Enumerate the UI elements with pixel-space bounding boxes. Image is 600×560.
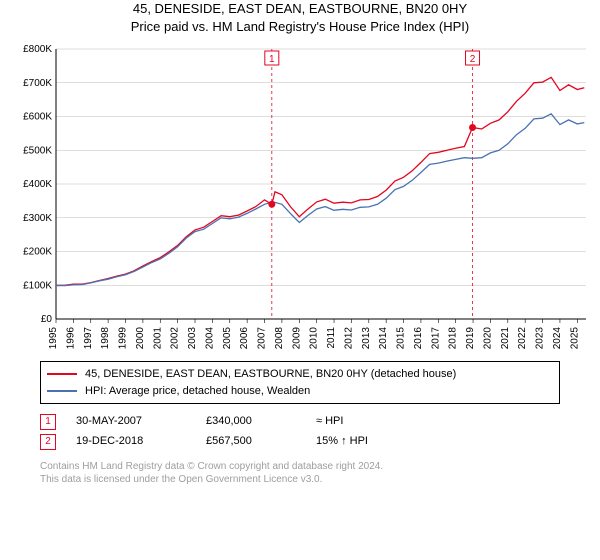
svg-text:£800K: £800K: [23, 44, 52, 55]
legend-label: HPI: Average price, detached house, Weal…: [85, 383, 310, 400]
svg-text:2009: 2009: [291, 327, 302, 350]
svg-text:2001: 2001: [152, 327, 163, 350]
svg-text:2004: 2004: [204, 327, 215, 350]
svg-text:1997: 1997: [83, 327, 94, 350]
svg-text:2013: 2013: [361, 327, 372, 350]
svg-text:2023: 2023: [535, 327, 546, 350]
legend: 45, DENESIDE, EAST DEAN, EASTBOURNE, BN2…: [40, 361, 560, 404]
sale-row: 2 19-DEC-2018 £567,500 15% ↑ HPI: [40, 432, 560, 452]
legend-swatch: [47, 390, 77, 392]
sale-price: £340,000: [206, 412, 296, 432]
footer-line-1: Contains HM Land Registry data © Crown c…: [40, 460, 560, 474]
line-chart: £0 £100K £200K £300K £400K £500K £600K £700K £80…: [10, 43, 590, 353]
sale-marker: 2: [40, 434, 56, 450]
svg-text:£100K: £100K: [23, 280, 52, 291]
sales-table: 1 30-MAY-2007 £340,000 ≈ HPI 2 19-DEC-2018 £56…: [40, 412, 560, 452]
sale-price: £567,500: [206, 432, 296, 452]
svg-text:£300K: £300K: [23, 213, 52, 224]
chart-title: 45, DENESIDE, EAST DEAN, EASTBOURNE, BN2…: [0, 0, 600, 35]
svg-text:2012: 2012: [343, 327, 354, 350]
svg-text:£0: £0: [41, 314, 53, 325]
svg-text:£600K: £600K: [23, 112, 52, 123]
svg-text:2019: 2019: [465, 327, 476, 350]
footer-line-2: This data is licensed under the Open Gov…: [40, 473, 560, 487]
title-line-2: Price paid vs. HM Land Registry's House …: [0, 18, 600, 36]
svg-text:£500K: £500K: [23, 145, 52, 156]
svg-text:2020: 2020: [482, 327, 493, 350]
svg-text:2002: 2002: [170, 327, 181, 350]
svg-text:2010: 2010: [309, 327, 320, 350]
legend-row: HPI: Average price, detached house, Weal…: [47, 383, 553, 400]
svg-text:2: 2: [470, 54, 476, 65]
chart-area: £0 £100K £200K £300K £400K £500K £600K £700K £80…: [10, 43, 590, 353]
sale-delta: 15% ↑ HPI: [316, 432, 396, 452]
svg-text:2021: 2021: [500, 327, 511, 350]
legend-row: 45, DENESIDE, EAST DEAN, EASTBOURNE, BN2…: [47, 366, 553, 383]
svg-text:£200K: £200K: [23, 247, 52, 258]
svg-text:1: 1: [269, 54, 275, 65]
svg-text:1999: 1999: [118, 327, 129, 350]
svg-text:1998: 1998: [100, 327, 111, 350]
svg-text:1995: 1995: [48, 327, 59, 350]
svg-text:2000: 2000: [135, 327, 146, 350]
svg-text:2016: 2016: [413, 327, 424, 350]
svg-text:£400K: £400K: [23, 179, 52, 190]
svg-text:£700K: £700K: [23, 78, 52, 89]
svg-text:1996: 1996: [65, 327, 76, 350]
svg-text:2018: 2018: [448, 327, 459, 350]
svg-text:2005: 2005: [222, 327, 233, 350]
sale-date: 30-MAY-2007: [76, 412, 186, 432]
svg-text:2006: 2006: [239, 327, 250, 350]
sale-date: 19-DEC-2018: [76, 432, 186, 452]
svg-text:2011: 2011: [326, 327, 337, 349]
svg-text:2003: 2003: [187, 327, 198, 350]
svg-text:2017: 2017: [430, 327, 441, 350]
sale-delta: ≈ HPI: [316, 412, 396, 432]
svg-text:2025: 2025: [569, 327, 580, 350]
svg-text:2024: 2024: [552, 327, 563, 350]
svg-text:2015: 2015: [396, 327, 407, 350]
svg-text:2008: 2008: [274, 327, 285, 350]
svg-text:2007: 2007: [257, 327, 268, 350]
legend-label: 45, DENESIDE, EAST DEAN, EASTBOURNE, BN2…: [85, 366, 456, 383]
svg-text:2022: 2022: [517, 327, 528, 350]
title-line-1: 45, DENESIDE, EAST DEAN, EASTBOURNE, BN2…: [0, 0, 600, 18]
svg-text:2014: 2014: [378, 327, 389, 350]
legend-swatch: [47, 373, 77, 375]
footer: Contains HM Land Registry data © Crown c…: [40, 460, 560, 487]
sale-marker: 1: [40, 414, 56, 430]
sale-row: 1 30-MAY-2007 £340,000 ≈ HPI: [40, 412, 560, 432]
